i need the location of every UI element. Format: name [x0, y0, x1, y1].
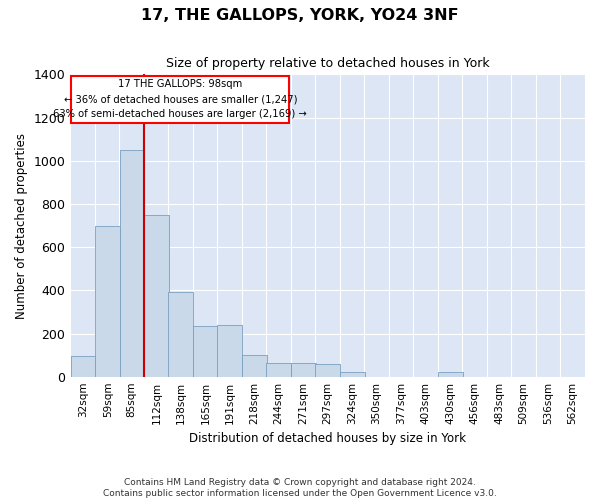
Bar [71, 356, 95, 376]
Bar [193, 326, 218, 376]
Text: 17 THE GALLOPS: 98sqm
← 36% of detached houses are smaller (1,247)
63% of semi-d: 17 THE GALLOPS: 98sqm ← 36% of detached … [53, 80, 307, 119]
Bar [292, 362, 316, 376]
X-axis label: Distribution of detached houses by size in York: Distribution of detached houses by size … [189, 432, 466, 445]
Bar [119, 150, 144, 376]
Text: Contains HM Land Registry data © Crown copyright and database right 2024.
Contai: Contains HM Land Registry data © Crown c… [103, 478, 497, 498]
Bar [169, 292, 193, 376]
Bar [217, 325, 242, 376]
Bar [316, 364, 340, 376]
Bar [340, 372, 365, 376]
Title: Size of property relative to detached houses in York: Size of property relative to detached ho… [166, 58, 490, 70]
Bar [242, 355, 267, 376]
FancyBboxPatch shape [71, 76, 289, 123]
Bar [439, 372, 463, 376]
Bar [266, 362, 291, 376]
Bar [95, 226, 120, 376]
Bar [145, 215, 169, 376]
Text: 17, THE GALLOPS, YORK, YO24 3NF: 17, THE GALLOPS, YORK, YO24 3NF [141, 8, 459, 22]
Y-axis label: Number of detached properties: Number of detached properties [15, 132, 28, 318]
